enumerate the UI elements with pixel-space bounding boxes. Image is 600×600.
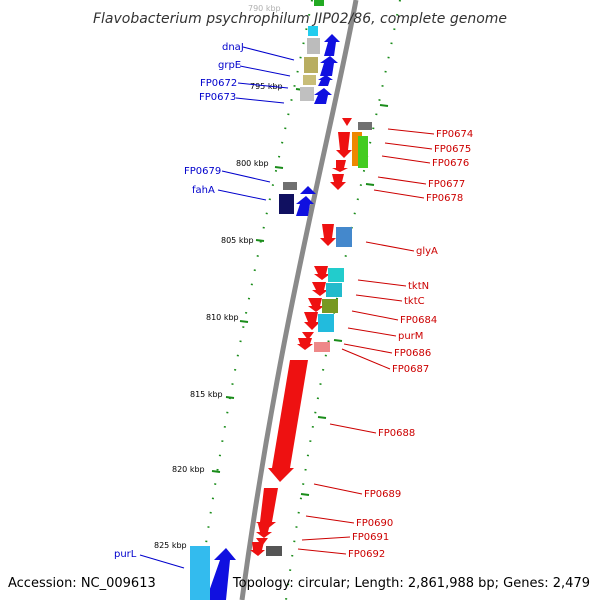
map-title: Flavobacterium psychrophilum JIP02/86, c… [93,11,507,27]
topology-label: Topology: circular; Length: 2,861,988 bp… [232,576,590,591]
cog-block-dnaJ [307,38,320,54]
gene-label-FP0674[interactable]: FP0674 [436,129,473,140]
cog-block-FP0674 [358,122,372,130]
gene-arrow-grpE[interactable] [320,56,338,76]
gene-label-FP0679[interactable]: FP0679 [184,166,221,177]
gene-label-FP0684[interactable]: FP0684 [400,315,437,326]
cog-block-FP0676 [358,136,368,168]
gene-arrow-purM[interactable] [304,312,320,330]
gene-arrow-FP0677[interactable] [330,174,346,190]
gene-label-FP0676[interactable]: FP0676 [432,158,469,169]
gene-arrow-FP0686[interactable] [302,332,314,340]
kbp-label-810: 810 kbp [206,313,239,322]
kbp-label-825: 825 kbp [154,541,187,550]
kbp-label-820: 820 kbp [172,465,205,474]
cog-block-FP0679 [283,182,297,190]
gene-arrow-glyA[interactable] [320,224,336,246]
gene-label-glyA[interactable]: glyA [416,246,438,257]
right-gene-labels: FP0674 FP0675 FP0676 FP0677 FP0678 glyA … [348,129,473,560]
gene-arrow-FP0684[interactable] [308,298,324,312]
cog-block-grpE [304,57,318,73]
cog-block-FP0673 [300,87,314,101]
reverse-cog-blocks [266,122,372,556]
gene-label-tktC[interactable]: tktC [404,296,425,307]
forward-cog-blocks [190,0,324,600]
gene-arrow-tktN[interactable] [314,266,330,280]
gene-label-tktN[interactable]: tktN [408,281,429,292]
gene-label-FP0675[interactable]: FP0675 [434,144,471,155]
gene-arrow-FP0688[interactable] [268,360,308,482]
forward-strand-genes [206,34,340,600]
cog-block-fahA [279,194,294,214]
right-leader-lines [297,128,435,555]
cog-block-FP0672 [303,75,316,85]
gene-arrow-FP0673[interactable] [314,88,332,104]
gene-label-FP0672[interactable]: FP0672 [200,78,237,89]
cog-block-tktN [328,268,344,282]
left-gene-labels: dnaJ grpE FP0672 FP0673 FP0679 fahA purL [114,42,244,560]
gene-label-purM[interactable]: purM [398,331,423,342]
gene-arrow-FP0689[interactable] [256,488,278,530]
cog-block-FP0684 [322,299,338,313]
cog-block-purM [318,314,334,332]
cog-block-FP0692 [266,546,282,556]
genome-backbone [239,0,359,600]
reverse-strand-genes [250,118,352,556]
gene-arrow-FP0675[interactable] [336,132,352,158]
gene-label-FP0677[interactable]: FP0677 [428,179,465,190]
gene-label-fahA[interactable]: fahA [192,185,215,196]
gene-label-purL[interactable]: purL [114,549,137,560]
gene-arrow-FP0687[interactable] [297,338,313,350]
gene-label-grpE[interactable]: grpE [218,60,241,71]
kbp-label-795: 795 kbp [250,82,283,91]
gene-label-FP0673[interactable]: FP0673 [199,92,236,103]
kbp-label-815: 815 kbp [190,390,223,399]
gene-label-FP0690[interactable]: FP0690 [356,518,393,529]
gene-arrow-FP0674[interactable] [342,118,352,126]
cog-block-tktC [326,283,342,297]
gene-label-FP0688[interactable]: FP0688 [378,428,415,439]
cog-block-green-top [314,0,324,6]
gene-arrow-dnaJ[interactable] [324,34,340,56]
cog-block-cyan-top [308,26,318,36]
gene-label-FP0691[interactable]: FP0691 [352,532,389,543]
gene-label-FP0687[interactable]: FP0687 [392,364,429,375]
gene-arrow-FP0692[interactable] [250,542,265,556]
gene-arrow-tktC[interactable] [312,282,328,296]
gene-arrow-FP0676[interactable] [332,160,348,172]
gene-label-FP0678[interactable]: FP0678 [426,193,463,204]
gene-arrow-FP0690[interactable] [256,524,272,538]
kbp-label-805: 805 kbp [221,236,254,245]
cog-block-FP0675 [352,132,362,166]
gene-arrow-purL[interactable] [206,548,236,600]
gene-arrow-FP0679[interactable] [300,186,316,194]
cog-block-glyA [336,227,352,247]
left-leader-lines [139,46,295,569]
cog-block-FP0687 [314,342,330,352]
cog-block-purL [190,546,210,600]
kbp-label-800: 800 kbp [236,159,269,168]
gene-label-FP0689[interactable]: FP0689 [364,489,401,500]
kbp-label-790: 790 kbp [248,4,281,13]
gene-label-FP0686[interactable]: FP0686 [394,348,431,359]
kbp-tick-marks [198,88,389,549]
gene-label-dnaJ[interactable]: dnaJ [222,42,244,53]
gene-arrow-fahA[interactable] [296,196,314,216]
gene-arrow-FP0672[interactable] [318,75,333,86]
gene-label-FP0692[interactable]: FP0692 [348,549,385,560]
accession-label: Accession: NC_009613 [8,576,156,591]
